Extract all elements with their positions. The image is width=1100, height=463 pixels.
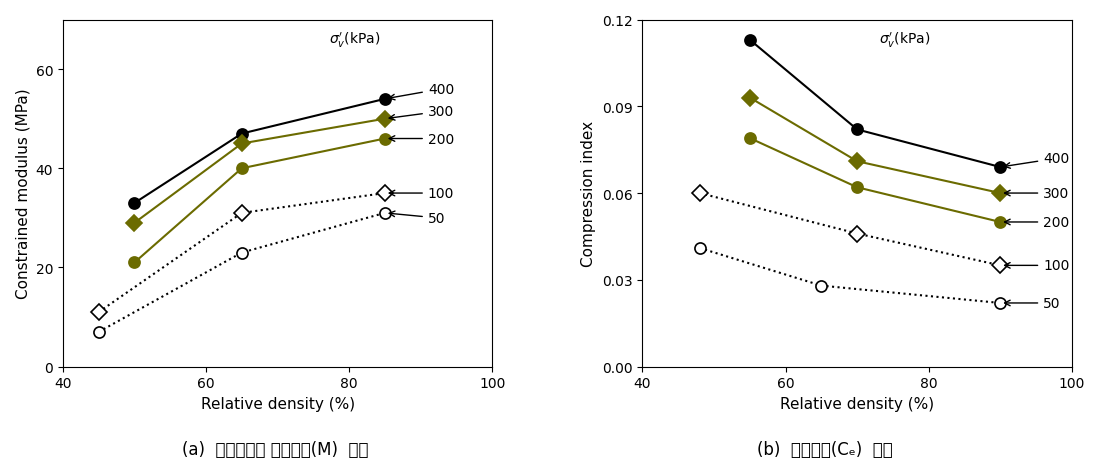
Text: 400: 400 bbox=[1004, 152, 1069, 169]
Text: 200: 200 bbox=[389, 132, 454, 146]
X-axis label: Relative density (%): Relative density (%) bbox=[780, 396, 934, 411]
Text: 100: 100 bbox=[389, 187, 454, 200]
Text: $\sigma_v'$(kPa): $\sigma_v'$(kPa) bbox=[329, 31, 381, 50]
Text: 400: 400 bbox=[389, 83, 454, 100]
Text: $\sigma_v'$(kPa): $\sigma_v'$(kPa) bbox=[879, 31, 931, 50]
Text: (a)  횡방향구속 변형계수(M)  변화: (a) 횡방향구속 변형계수(M) 변화 bbox=[182, 440, 368, 458]
Text: 200: 200 bbox=[1004, 215, 1069, 230]
Text: 300: 300 bbox=[1004, 187, 1069, 200]
Text: 300: 300 bbox=[389, 105, 454, 121]
Text: (b)  압축지수(Cₑ)  변화: (b) 압축지수(Cₑ) 변화 bbox=[757, 440, 893, 458]
X-axis label: Relative density (%): Relative density (%) bbox=[200, 396, 354, 411]
Text: 50: 50 bbox=[389, 212, 446, 225]
Y-axis label: Compression index: Compression index bbox=[582, 121, 596, 267]
Text: 100: 100 bbox=[1004, 259, 1069, 273]
Y-axis label: Constrained modulus (MPa): Constrained modulus (MPa) bbox=[15, 88, 30, 299]
Text: 50: 50 bbox=[1004, 296, 1060, 310]
